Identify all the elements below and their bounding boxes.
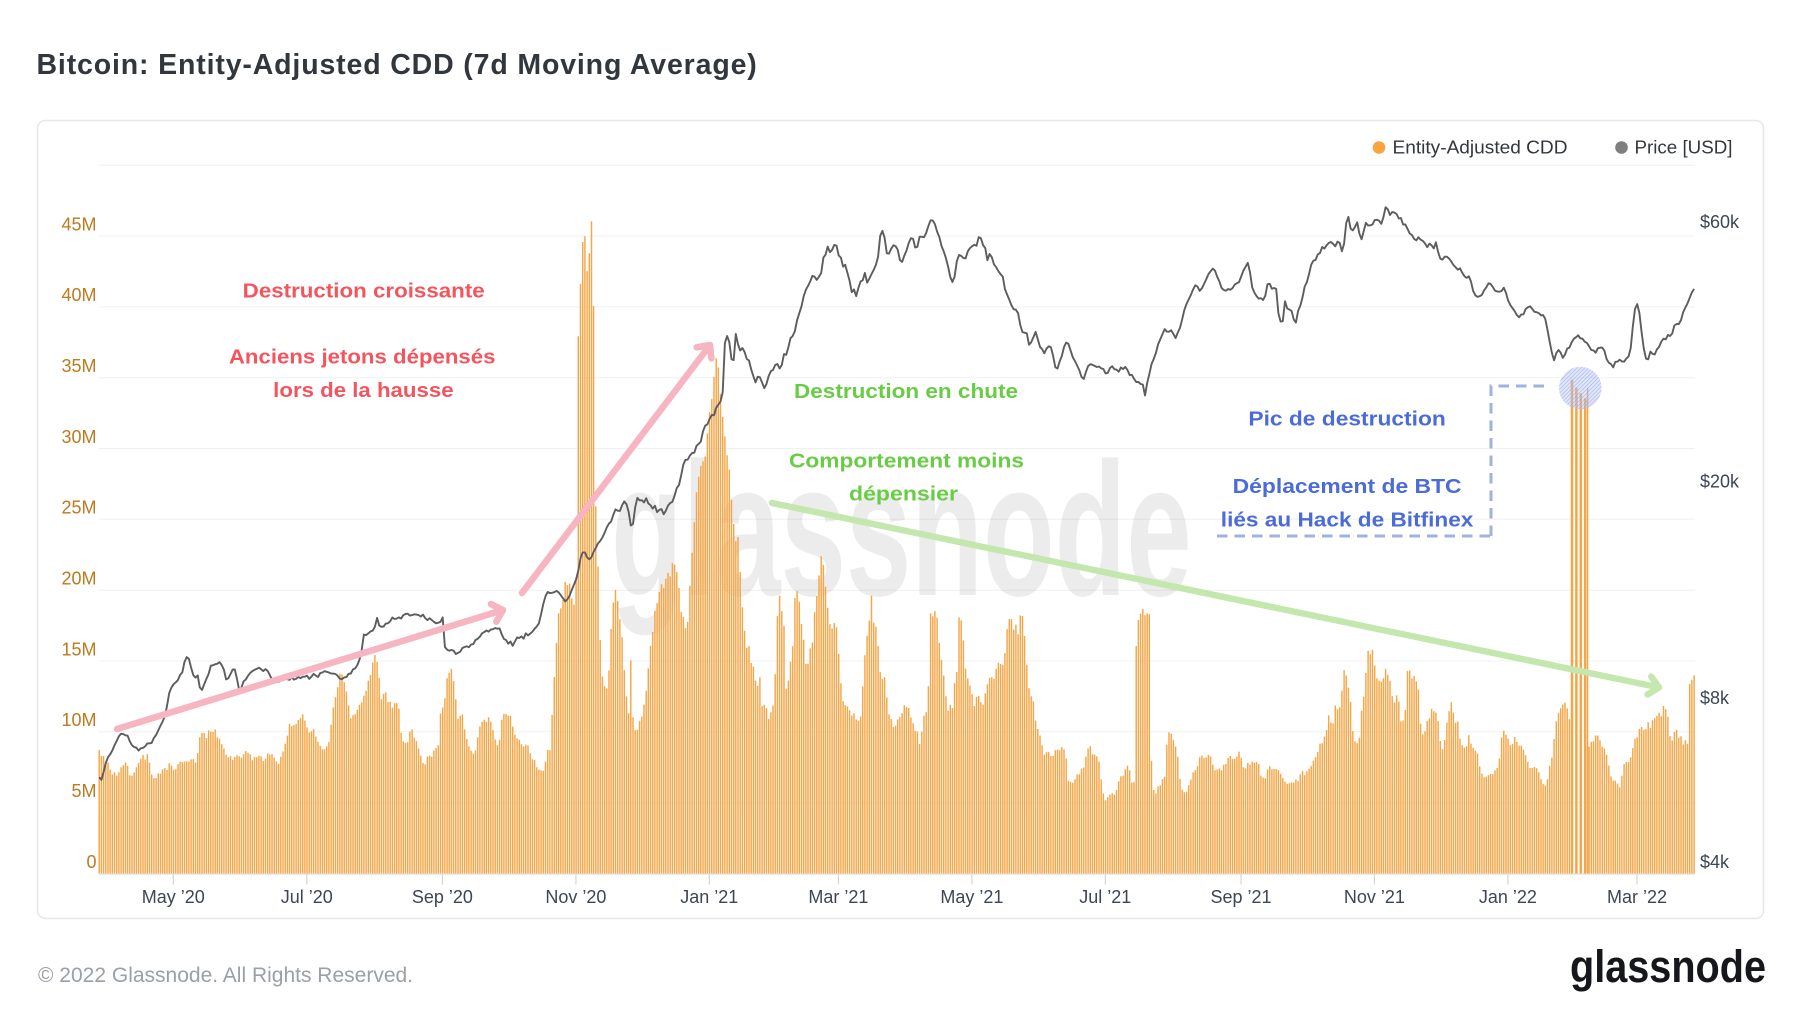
svg-text:Anciens jetons dépensés: Anciens jetons dépensés xyxy=(229,345,496,368)
svg-text:May ’21: May ’21 xyxy=(940,887,1003,907)
svg-text:$8k: $8k xyxy=(1700,688,1730,708)
svg-text:10M: 10M xyxy=(61,710,96,730)
svg-text:Mar ’21: Mar ’21 xyxy=(808,887,868,907)
svg-text:lors de la hausse: lors de la hausse xyxy=(273,379,453,402)
svg-text:$20k: $20k xyxy=(1700,472,1740,492)
svg-text:Déplacement de BTC: Déplacement de BTC xyxy=(1233,475,1462,498)
svg-text:Destruction en chute: Destruction en chute xyxy=(794,380,1018,403)
svg-text:dépensier: dépensier xyxy=(849,483,958,506)
svg-text:20M: 20M xyxy=(61,569,96,589)
svg-text:Sep ’20: Sep ’20 xyxy=(412,887,473,907)
svg-text:Comportement moins: Comportement moins xyxy=(789,450,1024,473)
svg-text:Jan ’21: Jan ’21 xyxy=(680,887,738,907)
svg-text:Jul ’21: Jul ’21 xyxy=(1079,887,1131,907)
svg-text:© 2022 Glassnode. All Rights R: © 2022 Glassnode. All Rights Reserved. xyxy=(38,964,413,987)
svg-text:15M: 15M xyxy=(61,639,96,659)
svg-text:Destruction croissante: Destruction croissante xyxy=(243,280,485,303)
svg-text:Jan ’22: Jan ’22 xyxy=(1479,887,1537,907)
svg-text:Price [USD]: Price [USD] xyxy=(1635,138,1733,158)
svg-text:May ’20: May ’20 xyxy=(142,887,205,907)
svg-text:30M: 30M xyxy=(61,427,96,447)
svg-text:45M: 45M xyxy=(61,214,96,234)
svg-text:0: 0 xyxy=(86,852,96,872)
svg-text:Nov ’21: Nov ’21 xyxy=(1344,887,1405,907)
svg-text:$60k: $60k xyxy=(1700,212,1740,232)
svg-text:Mar ’22: Mar ’22 xyxy=(1607,887,1667,907)
svg-text:Entity-Adjusted CDD: Entity-Adjusted CDD xyxy=(1393,138,1568,158)
svg-text:25M: 25M xyxy=(61,498,96,518)
svg-text:Nov ’20: Nov ’20 xyxy=(545,887,606,907)
svg-text:Pic de destruction: Pic de destruction xyxy=(1248,408,1445,431)
svg-text:Sep ’21: Sep ’21 xyxy=(1210,887,1271,907)
svg-text:Jul ’20: Jul ’20 xyxy=(281,887,333,907)
svg-text:5M: 5M xyxy=(71,781,96,801)
svg-text:glassnode: glassnode xyxy=(1570,941,1766,992)
svg-text:Bitcoin: Entity-Adjusted CDD (: Bitcoin: Entity-Adjusted CDD (7d Moving … xyxy=(37,49,758,81)
svg-text:40M: 40M xyxy=(61,285,96,305)
svg-text:liés au Hack de Bitfinex: liés au Hack de Bitfinex xyxy=(1221,509,1474,532)
svg-text:35M: 35M xyxy=(61,356,96,376)
svg-text:$4k: $4k xyxy=(1700,852,1730,872)
